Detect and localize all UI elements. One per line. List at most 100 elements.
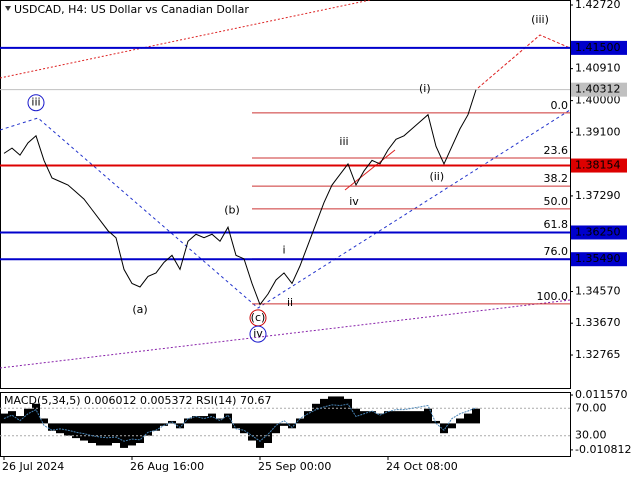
macd-bar [360,411,368,424]
macd-bar [104,423,112,446]
macd-bar [80,423,88,441]
macd-bar [296,418,304,424]
macd-bar [456,418,464,424]
level-label: 1.38154 [575,159,621,172]
macd-bar [408,411,416,424]
macd-bar [320,398,328,424]
macd-bar [184,418,192,424]
indicator-frame [0,392,571,457]
macd-bar [464,413,472,424]
macd-bar [64,423,72,436]
macd-bar [200,416,208,424]
x-tick-label: 26 Jul 2024 [2,460,64,473]
level-label: 1.41500 [575,41,621,54]
macd-bar [264,423,272,444]
wave-label: (i) [419,82,431,95]
wave-label: iv [349,195,359,208]
wave-circle [27,94,45,112]
level-label: 1.36250 [575,225,621,238]
level-label: 1.40312 [575,83,621,96]
fib-label: 76.0 [544,245,569,258]
macd-bar [328,396,336,424]
macd-bar [472,408,480,424]
macd-bar [24,408,32,424]
wave-label: iii [339,135,348,148]
symbol-icon [5,6,11,11]
macd-bar [400,411,408,424]
fib-label: 23.6 [544,144,569,157]
macd-bar [192,416,200,424]
wave-label: (ii) [429,170,444,183]
main-frame [0,0,571,389]
fib-label: 61.8 [544,218,569,231]
y-tick-label: 30.00 [575,429,607,442]
macd-bar [32,403,40,424]
macd-bar [288,423,296,429]
level-label-box [571,40,627,55]
wave-label: (iii) [531,13,549,26]
macd-bar [280,423,288,426]
macd-bar [88,423,96,444]
macd-bar [152,423,160,431]
wave-label: iii [31,96,40,109]
y-tick-label: 70.00 [575,401,607,414]
macd-bar [424,408,432,424]
level-label: 1.35490 [575,252,621,265]
macd-bar [368,411,376,424]
macd-bar [40,418,48,424]
chart-title: USDCAD, H4: US Dollar vs Canadian Dollar [14,3,249,16]
x-tick-label: 25 Sep 00:00 [258,460,331,473]
y-tick-label: 1.37290 [575,189,621,202]
macd-bar [232,423,240,429]
macd-bar [8,411,16,424]
y-tick-label: 1.34570 [575,285,621,298]
y-tick-label: 1.32765 [575,348,621,361]
fib-label: 38.2 [544,172,569,185]
macd-bar [248,423,256,441]
rsi-line [3,403,477,442]
macd-bar [96,423,104,446]
macd-bar [176,423,184,429]
macd-bar [384,411,392,424]
trend-line [344,149,396,191]
macd-bar [72,423,80,439]
macd-bar [272,423,280,434]
forecast-line [477,34,571,89]
level-label-box [571,82,627,97]
macd-bar [224,413,232,424]
macd-bar [416,411,424,424]
macd-bar [440,423,448,434]
x-tick-label: 26 Aug 16:00 [130,460,204,473]
macd-bar [160,423,168,426]
wave-label: (c) [251,311,266,324]
macd-bar [112,423,120,444]
macd-bar [56,423,64,434]
macd-bar [336,396,344,424]
y-tick-label: 0.011570 [575,388,628,401]
fib-label: 50.0 [544,195,569,208]
y-tick-label: 1.33670 [575,316,621,329]
wave-label: i [282,243,285,256]
macd-bar [240,423,248,434]
wave-label: (a) [132,303,147,316]
y-tick-label: 1.39100 [575,125,621,138]
macd-bar [376,413,384,424]
macd-bar [48,423,56,431]
macd-bar [16,416,24,424]
y-tick-label: 1.40910 [575,62,621,75]
macd-bar [208,413,216,424]
macd-bar [392,411,400,424]
level-label-box [571,225,627,240]
macd-bar [128,423,136,446]
wave-label: (b) [224,204,240,217]
level-label-box [571,158,627,173]
channel-line [0,299,571,369]
y-tick-label: -0.010812 [575,443,631,456]
wave-circle [249,325,267,343]
trend-line [0,0,371,79]
wave-label: iv [253,327,263,340]
fib-label: 0.0 [551,99,569,112]
channel-line [0,109,571,309]
macd-bar [312,403,320,424]
